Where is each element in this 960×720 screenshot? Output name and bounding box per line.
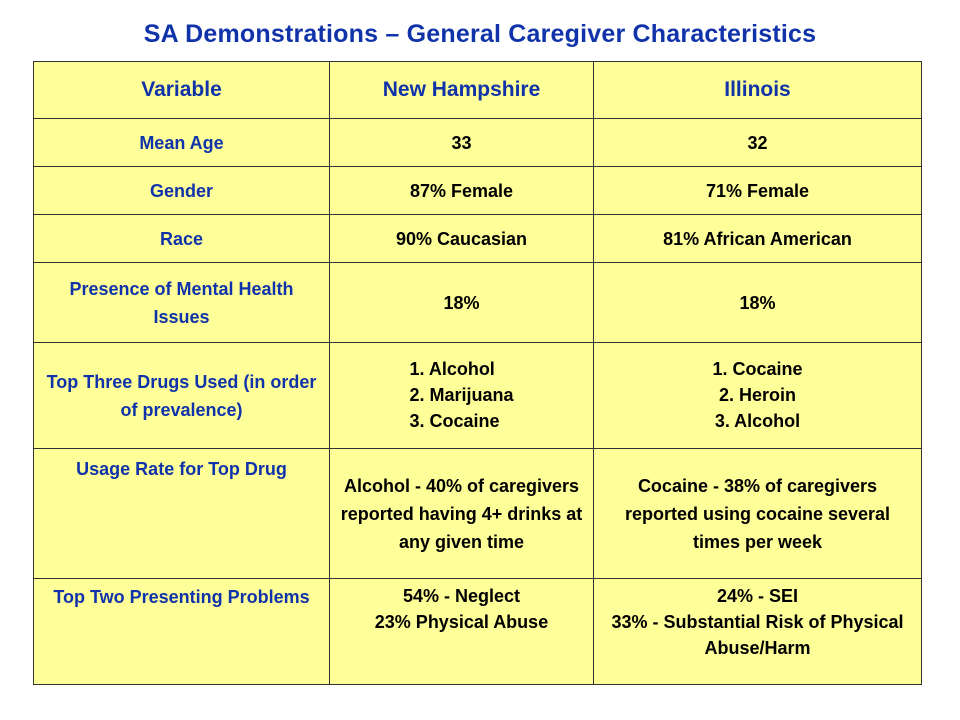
nh-cell: 87% Female: [329, 166, 594, 215]
nh-cell: Alcohol - 40% of caregivers reported hav…: [329, 448, 594, 579]
header-variable: Variable: [33, 61, 330, 119]
il-cell: 1. Cocaine 2. Heroin 3. Alcohol: [593, 342, 922, 449]
list-item: 1. Cocaine: [712, 359, 803, 379]
il-cell: 32: [593, 118, 922, 167]
variable-cell: Top Three Drugs Used (in order of preval…: [33, 342, 330, 449]
il-problems: 24% - SEI 33% - Substantial Risk of Phys…: [600, 583, 915, 661]
variable-cell: Race: [33, 214, 330, 263]
table-row: Top Two Presenting Problems 54% - Neglec…: [33, 578, 922, 685]
list-item: 1. Alcohol: [409, 359, 495, 379]
table-row: Race 90% Caucasian 81% African American: [33, 214, 922, 263]
list-item: 54% - Neglect: [402, 586, 521, 606]
list-item: 3. Alcohol: [714, 411, 801, 431]
variable-cell: Presence of Mental Health Issues: [33, 262, 330, 343]
page-title: SA Demonstrations – General Caregiver Ch…: [143, 20, 817, 48]
nh-drug-list: 1. Alcohol 2. Marijuana 3. Cocaine: [409, 356, 513, 434]
variable-cell: Usage Rate for Top Drug: [33, 448, 330, 579]
table-row: Usage Rate for Top Drug Alcohol - 40% of…: [33, 448, 922, 579]
variable-cell: Gender: [33, 166, 330, 215]
il-cell: Cocaine - 38% of caregivers reported usi…: [593, 448, 922, 579]
characteristics-table: Variable New Hampshire Illinois Mean Age…: [33, 61, 922, 685]
table-row: Mean Age 33 32: [33, 118, 922, 167]
nh-problems: 54% - Neglect 23% Physical Abuse: [336, 583, 587, 635]
il-drug-list: 1. Cocaine 2. Heroin 3. Alcohol: [712, 356, 802, 434]
list-item: 3. Cocaine: [409, 411, 500, 431]
table-row: Presence of Mental Health Issues 18% 18%: [33, 262, 922, 343]
il-cell: 81% African American: [593, 214, 922, 263]
list-item: 23% Physical Abuse: [374, 612, 549, 632]
nh-cell: 33: [329, 118, 594, 167]
table-header-row: Variable New Hampshire Illinois: [33, 61, 922, 119]
nh-cell: 1. Alcohol 2. Marijuana 3. Cocaine: [329, 342, 594, 449]
il-cell: 71% Female: [593, 166, 922, 215]
list-item: 2. Marijuana: [409, 385, 514, 405]
table-row: Top Three Drugs Used (in order of preval…: [33, 342, 922, 449]
nh-cell: 90% Caucasian: [329, 214, 594, 263]
nh-cell: 54% - Neglect 23% Physical Abuse: [329, 578, 594, 685]
list-item: 2. Heroin: [718, 385, 796, 405]
table-row: Gender 87% Female 71% Female: [33, 166, 922, 215]
nh-cell: 18%: [329, 262, 594, 343]
variable-cell: Mean Age: [33, 118, 330, 167]
list-item: 24% - SEI: [716, 586, 799, 606]
list-item: 33% - Substantial Risk of Physical Abuse…: [611, 612, 904, 658]
header-new-hampshire: New Hampshire: [329, 61, 594, 119]
header-illinois: Illinois: [593, 61, 922, 119]
il-cell: 24% - SEI 33% - Substantial Risk of Phys…: [593, 578, 922, 685]
variable-cell: Top Two Presenting Problems: [33, 578, 330, 685]
il-cell: 18%: [593, 262, 922, 343]
